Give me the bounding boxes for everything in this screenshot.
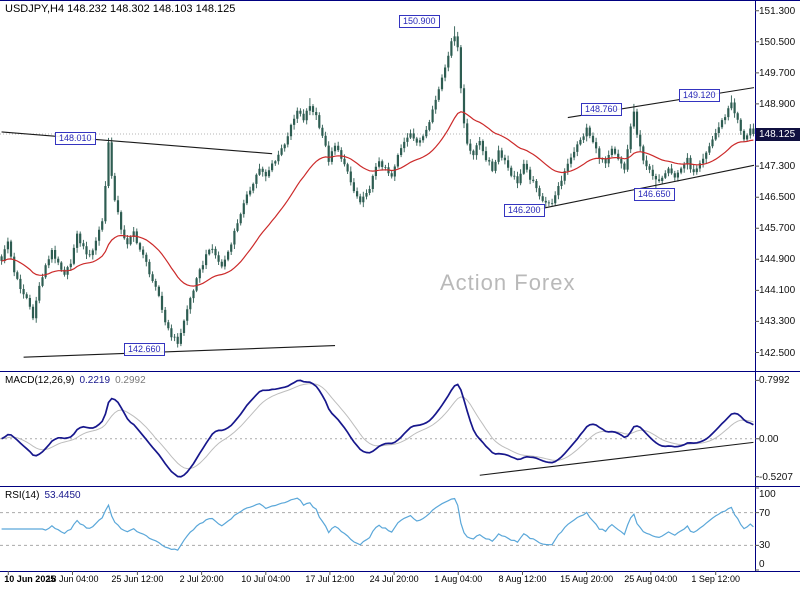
rsi-line bbox=[1, 497, 754, 551]
price-axis-label: 144.100 bbox=[759, 285, 796, 297]
rsi-indicator-label: RSI(14) 53.4450 bbox=[5, 490, 81, 501]
price-axis-label: 144.900 bbox=[759, 254, 796, 266]
moving-average-line bbox=[1, 111, 754, 287]
macd-axis-max-label: 0.7992 bbox=[759, 375, 790, 387]
macd-value-main: 0.2219 bbox=[79, 375, 111, 386]
price-axis-label: 151.300 bbox=[759, 5, 796, 17]
rsi-axis-label: 30 bbox=[759, 540, 771, 552]
time-axis-label: 1 Aug 04:00 bbox=[434, 574, 483, 584]
time-axis-label: 17 Jul 12:00 bbox=[305, 574, 355, 584]
price-annotation[interactable]: 146.650 bbox=[634, 188, 675, 201]
watermark: Action Forex bbox=[440, 270, 576, 295]
price-axis-label: 145.700 bbox=[759, 223, 796, 235]
macd-value-signal: 0.2992 bbox=[115, 375, 146, 386]
current-price-tag: 148.125 bbox=[756, 127, 800, 141]
rsi-value: 53.4450 bbox=[44, 490, 81, 501]
macd-trendline[interactable] bbox=[479, 441, 754, 476]
rsi-axis-label: 100 bbox=[759, 489, 776, 500]
price-axis-label: 146.500 bbox=[759, 192, 796, 204]
rsi-axis-label: 0 bbox=[759, 559, 765, 570]
macd-axis-zero-label: 0.00 bbox=[759, 433, 779, 445]
time-axis-label: 15 Aug 20:00 bbox=[560, 574, 614, 584]
price-annotation[interactable]: 148.010 bbox=[55, 132, 96, 145]
time-axis-label: 8 Aug 12:00 bbox=[498, 574, 547, 584]
macd-indicator-label: MACD(12,26,9) 0.2219 0.2992 bbox=[5, 375, 146, 386]
macd-axis-min-label: -0.5207 bbox=[759, 471, 793, 483]
time-axis-label: 18 Jun 04:00 bbox=[46, 574, 99, 584]
time-axis-label: 24 Jul 20:00 bbox=[369, 574, 419, 584]
time-axis-label: 25 Jun 12:00 bbox=[111, 574, 164, 584]
trendline[interactable] bbox=[1, 131, 273, 155]
price-axis-label: 149.700 bbox=[759, 67, 796, 79]
time-axis-label: 1 Sep 12:00 bbox=[691, 574, 740, 584]
rsi-axis-label: 70 bbox=[759, 507, 771, 519]
price-axis-label: 143.300 bbox=[759, 316, 796, 328]
price-axis-label: 148.900 bbox=[759, 98, 796, 110]
price-annotation[interactable]: 146.200 bbox=[504, 204, 545, 217]
macd-name: MACD(12,26,9) bbox=[5, 375, 75, 386]
price-annotation[interactable]: 150.900 bbox=[399, 15, 440, 28]
price-annotation[interactable]: 148.760 bbox=[581, 103, 622, 116]
axis-ticks bbox=[7, 10, 759, 575]
time-axis-label: 25 Aug 04:00 bbox=[624, 574, 678, 584]
time-axis-label: 10 Jun 2025 bbox=[4, 574, 56, 584]
price-annotation[interactable]: 149.120 bbox=[679, 89, 720, 102]
rsi-name: RSI(14) bbox=[5, 490, 40, 501]
price-axis-label: 150.500 bbox=[759, 36, 796, 48]
price-annotation[interactable]: 142.660 bbox=[124, 343, 165, 356]
trendline[interactable] bbox=[23, 344, 336, 358]
chart-title: USDJPY,H4 148.232 148.302 148.103 148.12… bbox=[5, 3, 236, 15]
price-axis-label: 147.300 bbox=[759, 161, 796, 173]
time-axis-label: 2 Jul 20:00 bbox=[179, 574, 224, 584]
time-axis-label: 10 Jul 04:00 bbox=[241, 574, 291, 584]
macd-main-line bbox=[1, 379, 754, 478]
candle-bodies bbox=[0, 36, 755, 344]
price-axis-label: 142.500 bbox=[759, 347, 796, 359]
